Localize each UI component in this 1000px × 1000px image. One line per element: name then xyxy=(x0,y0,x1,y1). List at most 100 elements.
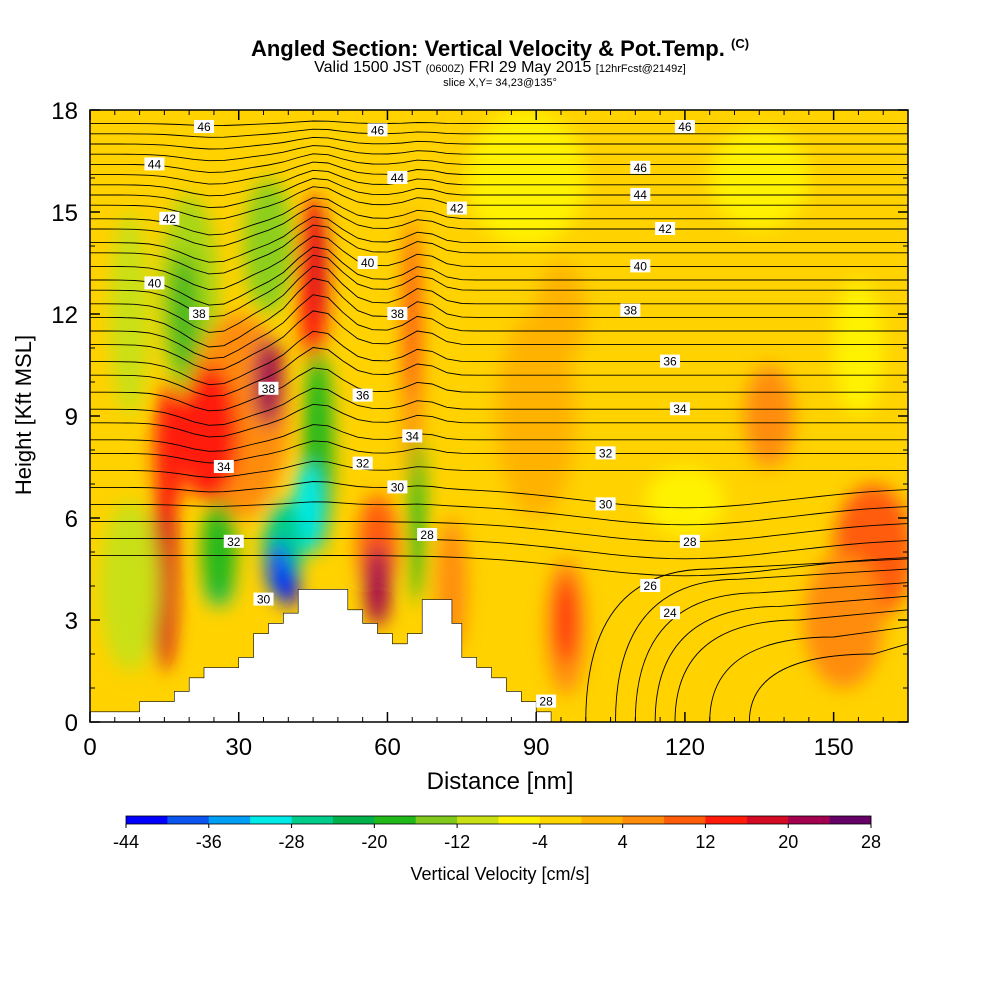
isentrope-line xyxy=(90,554,908,577)
velocity-cell xyxy=(365,545,390,627)
isentrope-label-bg xyxy=(189,307,210,320)
velocity-cell xyxy=(496,314,576,518)
isentrope-label-bg xyxy=(223,534,244,548)
isentrope-label: 40 xyxy=(357,256,378,270)
colorbar-tick-label: -12 xyxy=(444,832,470,852)
isentrope-label-bg xyxy=(630,160,651,174)
isentrope-label: 32 xyxy=(595,446,616,460)
colorbar-swatch xyxy=(705,816,748,824)
velocity-cell xyxy=(310,201,326,325)
isentrope-value: 30 xyxy=(599,497,613,511)
isentrope-value: 24 xyxy=(663,606,677,620)
isentrope-value: 38 xyxy=(624,304,638,318)
isentrope-value: 44 xyxy=(634,188,648,202)
y-tick-label: 3 xyxy=(65,608,78,635)
isentrope-value: 32 xyxy=(227,535,241,549)
isentrope-line xyxy=(615,568,908,722)
isentrope-value: 26 xyxy=(644,579,658,593)
isentrope-line xyxy=(90,501,908,526)
x-axis-label: Distance [nm] xyxy=(426,768,574,795)
y-tick-label: 18 xyxy=(51,98,78,125)
isentrope-label: 46 xyxy=(194,120,215,134)
colorbar-label: Vertical Velocity [cm/s] xyxy=(410,864,590,884)
isentrope-label-bg xyxy=(446,201,467,215)
isentrope-line xyxy=(634,582,908,722)
isentrope-label: 46 xyxy=(674,120,695,134)
isentrope-value: 36 xyxy=(356,389,370,403)
x-tick-label: 60 xyxy=(374,734,401,761)
isentrope-label: 32 xyxy=(223,534,244,549)
isentrope-value: 42 xyxy=(658,222,672,236)
colorbar-swatch xyxy=(374,816,417,824)
velocity-cell xyxy=(407,229,418,399)
isentrope-value: 28 xyxy=(420,528,434,542)
isentrope-line xyxy=(90,294,908,360)
x-tick-label: 0 xyxy=(83,734,96,761)
y-tick-label: 12 xyxy=(51,302,78,329)
y-tick-label: 9 xyxy=(65,404,78,431)
isentrope-label: 30 xyxy=(253,592,274,607)
isentrope-value: 44 xyxy=(148,157,162,171)
valid-time: Valid 1500 JST xyxy=(314,59,422,76)
isentrope-label-bg xyxy=(595,497,616,511)
utc-time: (0600Z) xyxy=(425,63,465,75)
isentrope-line xyxy=(90,367,908,412)
isentrope-value: 46 xyxy=(634,161,648,175)
isentrope-value: 40 xyxy=(148,276,162,290)
y-tick-label: 15 xyxy=(51,200,78,227)
colorbar-swatch xyxy=(664,816,706,824)
isentrope-value: 36 xyxy=(663,355,677,369)
isentrope-label: 34 xyxy=(669,402,690,416)
isentrope-label-bg xyxy=(595,446,616,460)
isentrope-line xyxy=(90,145,908,162)
isentrope-label-bg xyxy=(402,429,423,443)
isentrope-label-bg xyxy=(674,120,695,133)
isentrope-line xyxy=(585,558,908,722)
velocity-cell xyxy=(201,501,237,603)
isentrope-line xyxy=(90,186,908,220)
colorbar-swatch xyxy=(457,816,499,824)
isentrope-value: 38 xyxy=(391,307,405,321)
isentrope-line xyxy=(90,205,908,248)
colorbar-swatch xyxy=(291,816,334,824)
isentrope-value: 46 xyxy=(678,120,692,134)
colorbar-tick-label: -4 xyxy=(532,832,548,852)
isentrope-value: 42 xyxy=(163,212,177,226)
isentrope-value: 30 xyxy=(391,480,405,494)
isentrope-line xyxy=(90,424,908,452)
velocity-cell xyxy=(536,263,586,365)
isentrope-label-bg xyxy=(387,307,408,320)
isentrope-line xyxy=(748,643,908,722)
title-text: Angled Section: Vertical Velocity & Pot.… xyxy=(250,36,725,61)
isentrope-label-bg xyxy=(357,256,378,269)
colorbar-swatch xyxy=(622,816,665,824)
isentrope-label: 38 xyxy=(258,381,279,396)
isentrope-line xyxy=(90,224,908,275)
velocity-cell xyxy=(556,575,576,665)
isentrope-label: 28 xyxy=(679,534,700,549)
colorbar-swatch xyxy=(498,816,541,824)
isentrope-label-bg xyxy=(630,188,651,201)
velocity-cell xyxy=(803,552,884,688)
isentrope-label-bg xyxy=(213,460,234,473)
isentrope-label: 26 xyxy=(640,579,661,593)
isentrope-line xyxy=(654,595,908,722)
isentrope-label: 44 xyxy=(630,188,651,202)
valid-date: FRI 29 May 2015 xyxy=(468,59,592,76)
isentrope-value: 38 xyxy=(262,382,276,396)
terrain xyxy=(90,589,552,722)
isentrope-label: 38 xyxy=(387,307,408,321)
x-tick-label: 150 xyxy=(814,734,854,761)
isentrope-line xyxy=(90,460,908,478)
colorbar-tick-label: 28 xyxy=(861,832,881,852)
velocity-cell xyxy=(278,565,299,607)
x-tick-label: 30 xyxy=(225,734,252,761)
isentrope-line xyxy=(90,153,908,173)
isentrope-line xyxy=(90,128,908,138)
isentrope-line xyxy=(90,387,908,426)
isentrope-label-bg xyxy=(253,592,274,606)
isentrope-value: 42 xyxy=(450,202,464,216)
y-tick-label: 0 xyxy=(65,710,78,737)
isentrope-label-bg xyxy=(352,456,373,470)
isentrope-value: 34 xyxy=(217,460,231,474)
